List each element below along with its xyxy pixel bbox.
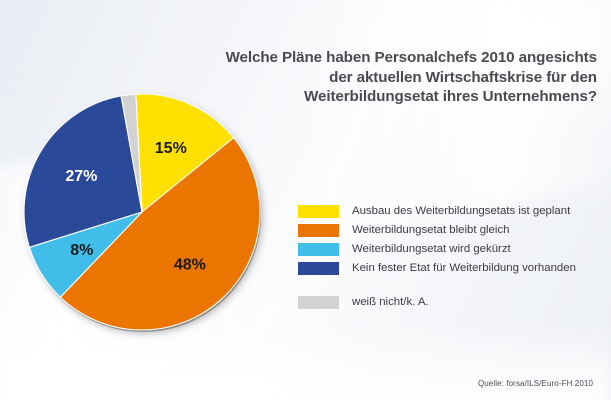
legend-item[interactable]: Kein fester Etat für Weiterbildung vorha… (298, 260, 603, 277)
pie-slice-group (23, 93, 261, 331)
source-note: Quelle: forsa/ILS/Euro-FH 2010 (477, 379, 593, 388)
legend-swatch-weiss-nicht (298, 296, 339, 309)
pie-slice-value-label: 27% (65, 168, 97, 185)
legend-swatch-kein-etat (298, 262, 339, 275)
pie-slice-value-label: 48% (174, 257, 206, 274)
pie-slice[interactable] (135, 93, 235, 214)
pie-chart: 15% 48% 8% 27% (14, 88, 270, 336)
pie-chart-svg: 15% 48% 8% 27% (23, 93, 261, 332)
background-light-streak (280, 0, 611, 235)
legend-swatch-ausbau (298, 205, 339, 218)
legend-label: weiß nicht/k. A. (352, 296, 429, 308)
legend-label: Ausbau des Weiterbildungsetats ist gepla… (352, 205, 571, 217)
legend: Ausbau des Weiterbildungsetats ist gepla… (298, 203, 603, 313)
legend-item[interactable]: Weiterbildungsetat bleibt gleich (298, 222, 603, 239)
pie-slice-label-group: 15% 48% 8% 27% (65, 140, 206, 274)
legend-label: Weiterbildungsetat bleibt gleich (352, 224, 510, 236)
legend-label: Kein fester Etat für Weiterbildung vorha… (352, 262, 576, 274)
pie-slice-value-label: 15% (155, 140, 187, 157)
chart-title: Welche Pläne haben Personalchefs 2010 an… (225, 49, 598, 106)
pie-slice[interactable] (23, 95, 143, 248)
legend-label: Weiterbildungsetat wird gekürzt (352, 243, 511, 255)
legend-item[interactable]: weiß nicht/k. A. (298, 294, 603, 311)
legend-item[interactable]: Weiterbildungsetat wird gekürzt (298, 241, 603, 258)
legend-item[interactable]: Ausbau des Weiterbildungsetats ist gepla… (298, 203, 603, 220)
legend-swatch-gekuerzt (298, 243, 339, 256)
legend-swatch-gleich (298, 224, 339, 237)
pie-slice-value-label: 8% (70, 242, 93, 259)
pie-slice[interactable] (120, 93, 143, 213)
pie-slice[interactable] (59, 136, 261, 331)
